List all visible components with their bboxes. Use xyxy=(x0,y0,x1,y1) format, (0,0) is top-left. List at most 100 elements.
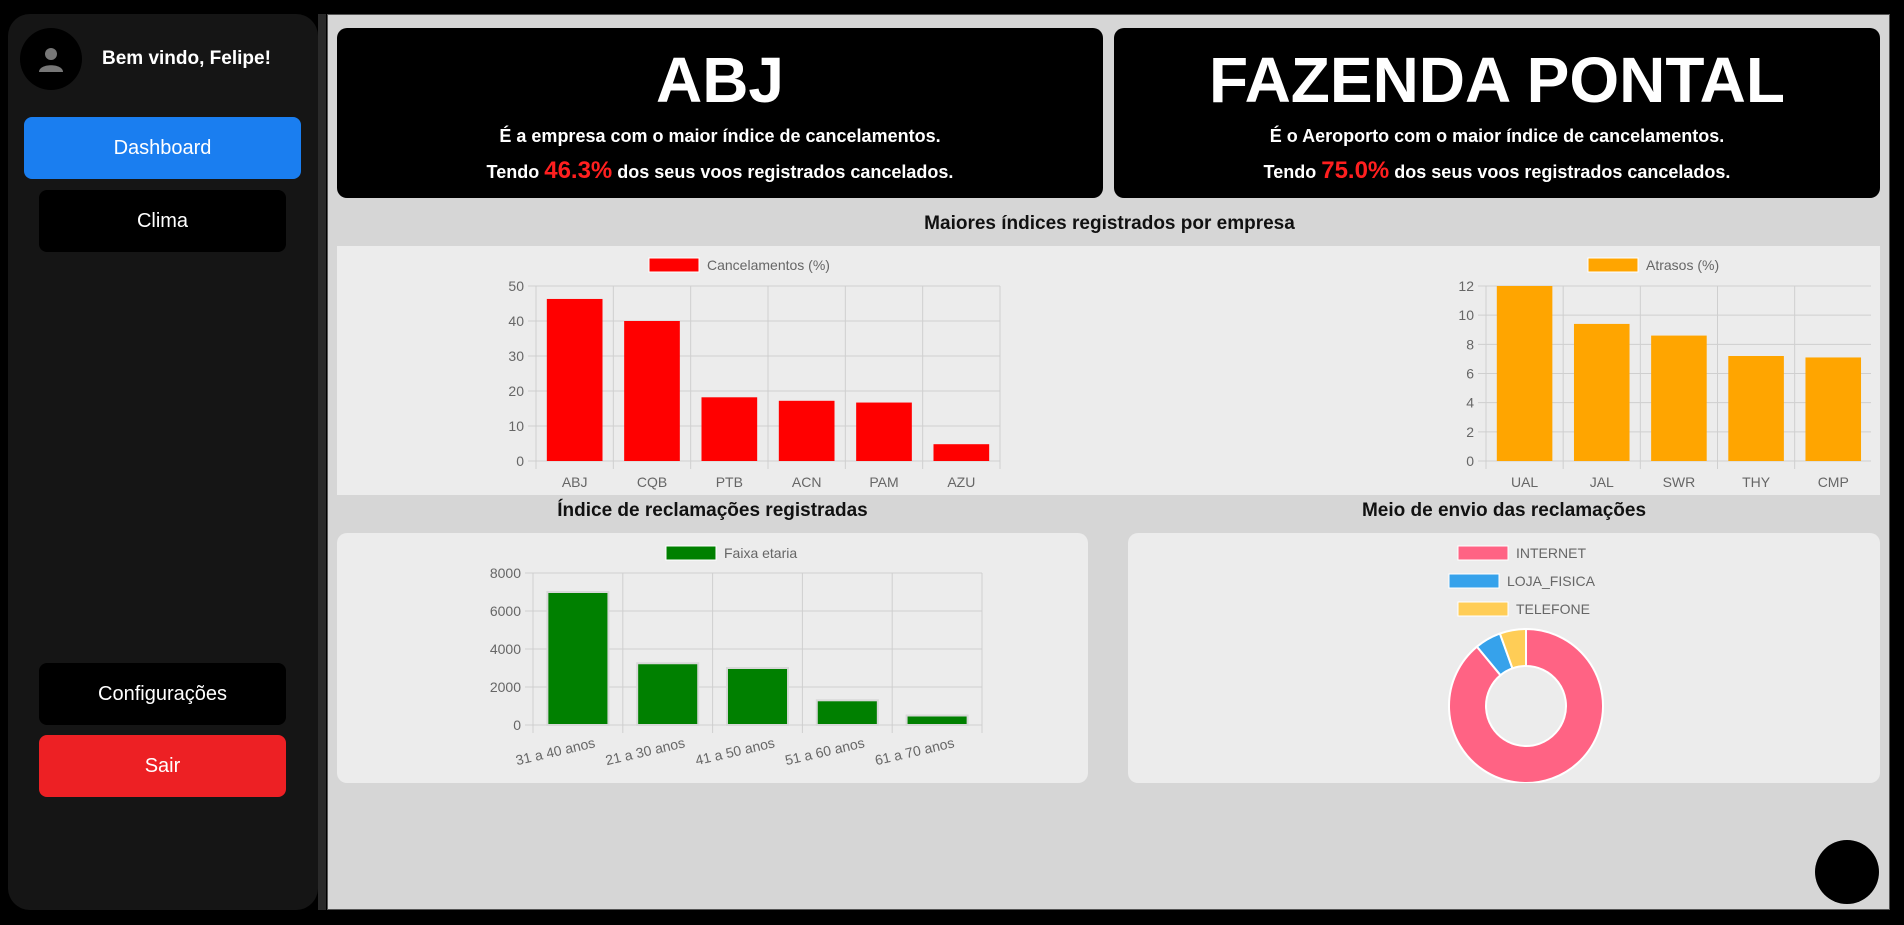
x-tick-label: PAM xyxy=(869,474,898,490)
avatar[interactable] xyxy=(20,28,82,90)
y-tick-label: 6000 xyxy=(490,603,521,619)
bar xyxy=(1805,357,1862,461)
legend-swatch xyxy=(1587,257,1639,273)
airport-highlight-card: FAZENDA PONTAL É o Aeroporto com o maior… xyxy=(1114,28,1880,198)
x-tick-label: JAL xyxy=(1590,474,1614,490)
y-tick-label: 4 xyxy=(1466,395,1474,411)
welcome-text: Bem vindo, Felipe! xyxy=(102,48,271,69)
stat-prefix: Tendo xyxy=(1263,162,1317,182)
y-tick-label: 8000 xyxy=(490,565,521,581)
x-tick-label: ABJ xyxy=(562,474,588,490)
legend-label: Faixa etaria xyxy=(724,545,797,561)
dashboard-main: ABJ É a empresa com o maior índice de ca… xyxy=(327,14,1890,910)
complaints-panel: Faixa etaria 0 2000 4000 6000 8000 31 a 40 ano… xyxy=(337,533,1088,783)
y-tick-label: 0 xyxy=(1466,453,1474,469)
top-charts-title: Maiores índices registrados por empresa xyxy=(924,213,1295,234)
company-description: É a empresa com o maior índice de cancel… xyxy=(499,126,941,146)
airport-stat-line: Tendo 75.0% dos seus voos registrados ca… xyxy=(1114,157,1880,185)
bar xyxy=(778,400,835,461)
bar xyxy=(725,667,790,726)
floating-action-button[interactable] xyxy=(1815,840,1879,904)
x-tick-label: PTB xyxy=(716,474,743,490)
bar xyxy=(1728,356,1784,461)
dashboard-button[interactable]: Dashboard xyxy=(24,117,301,179)
age-range-chart: Faixa etaria 0 2000 4000 6000 8000 31 a 40 ano… xyxy=(490,545,983,768)
legend-label: Cancelamentos (%) xyxy=(707,257,830,273)
x-tick-label: THY xyxy=(1742,474,1771,490)
x-tick-label: UAL xyxy=(1511,474,1538,490)
airport-name: FAZENDA PONTAL xyxy=(1209,44,1785,116)
x-tick-label: 31 a 40 anos xyxy=(514,734,596,768)
x-tick-label: 61 a 70 anos xyxy=(873,734,955,768)
channels-panel: INTERNET LOJA_FISICA TELEFONE xyxy=(1128,533,1880,784)
legend-label: INTERNET xyxy=(1516,545,1586,561)
company-cancel-pct: 46.3% xyxy=(544,157,613,184)
channels-title: Meio de envio das reclamações xyxy=(1361,500,1647,521)
bar xyxy=(933,444,990,461)
y-tick-label: 50 xyxy=(508,278,524,294)
bar xyxy=(1496,286,1553,461)
y-tick-label: 10 xyxy=(1458,307,1474,323)
bar xyxy=(856,402,912,461)
x-tick-label: ACN xyxy=(792,474,822,490)
stat-suffix: dos seus voos registrados cancelados. xyxy=(1394,162,1731,182)
company-stat-line: Tendo 46.3% dos seus voos registrados ca… xyxy=(337,157,1103,185)
bar xyxy=(546,298,603,461)
donut-slice xyxy=(1498,627,1527,670)
legend-swatch xyxy=(1457,545,1509,561)
company-highlight-card: ABJ É a empresa com o maior índice de ca… xyxy=(337,28,1103,198)
airport-cancel-pct: 75.0% xyxy=(1321,157,1390,184)
y-tick-label: 40 xyxy=(508,313,524,329)
bar xyxy=(546,591,610,726)
y-tick-label: 10 xyxy=(508,418,524,434)
y-tick-label: 12 xyxy=(1458,278,1474,294)
y-tick-label: 20 xyxy=(508,383,524,399)
cancellations-chart: Cancelamentos (%) 0 10 20 30 40 50 ABJ CQB PTB ACN… xyxy=(508,257,1001,490)
x-tick-label: 21 a 30 anos xyxy=(604,734,686,768)
x-tick-label: AZU xyxy=(947,474,975,490)
x-tick-label: CQB xyxy=(637,474,667,490)
legend-swatch xyxy=(665,545,717,561)
complaints-title: Índice de reclamações registradas xyxy=(557,500,868,521)
y-tick-label: 0 xyxy=(516,453,524,469)
legend-label: Atrasos (%) xyxy=(1646,257,1719,273)
y-tick-label: 8 xyxy=(1466,336,1474,352)
legend-label: LOJA_FISICA xyxy=(1507,573,1596,589)
stat-suffix: dos seus voos registrados cancelados. xyxy=(617,162,954,182)
top-charts-panel: Cancelamentos (%) 0 10 20 30 40 50 ABJ CQB PTB ACN… xyxy=(337,246,1880,495)
y-tick-label: 2000 xyxy=(490,679,521,695)
user-info: Bem vindo, Felipe! xyxy=(20,28,271,90)
legend-label: TELEFONE xyxy=(1516,601,1590,617)
sidebar-divider xyxy=(318,14,326,910)
bar xyxy=(1573,323,1630,461)
bar xyxy=(905,714,969,726)
airport-description: É o Aeroporto com o maior índice de canc… xyxy=(1269,126,1725,146)
y-tick-label: 0 xyxy=(513,717,521,733)
donut-slice xyxy=(1448,627,1604,784)
legend-swatch xyxy=(1448,573,1500,589)
settings-button[interactable]: Configurações xyxy=(39,663,286,725)
sidebar: Bem vindo, Felipe! Dashboard Clima Confi… xyxy=(8,14,318,910)
legend-swatch xyxy=(1457,601,1509,617)
x-tick-label: 41 a 50 anos xyxy=(694,734,776,768)
logout-button[interactable]: Sair xyxy=(39,735,286,797)
y-tick-label: 6 xyxy=(1466,366,1474,382)
legend-swatch xyxy=(648,257,700,273)
bar xyxy=(815,699,879,727)
clima-button[interactable]: Clima xyxy=(39,190,286,252)
x-tick-label: SWR xyxy=(1663,474,1696,490)
company-name: ABJ xyxy=(655,44,785,116)
delays-chart: Atrasos (%)024681012UALJALSWRTHYCMPQTR xyxy=(1458,257,1871,490)
y-tick-label: 2 xyxy=(1466,424,1474,440)
bar xyxy=(701,397,758,461)
bar xyxy=(624,321,680,461)
stat-prefix: Tendo xyxy=(486,162,540,182)
bar xyxy=(1651,335,1707,461)
channels-donut-chart: INTERNET LOJA_FISICA TELEFONE xyxy=(1448,545,1604,784)
x-tick-label: 51 a 60 anos xyxy=(783,734,865,768)
x-tick-label: CMP xyxy=(1818,474,1849,490)
y-tick-label: 30 xyxy=(508,348,524,364)
bar xyxy=(636,662,700,726)
user-icon xyxy=(39,48,63,72)
